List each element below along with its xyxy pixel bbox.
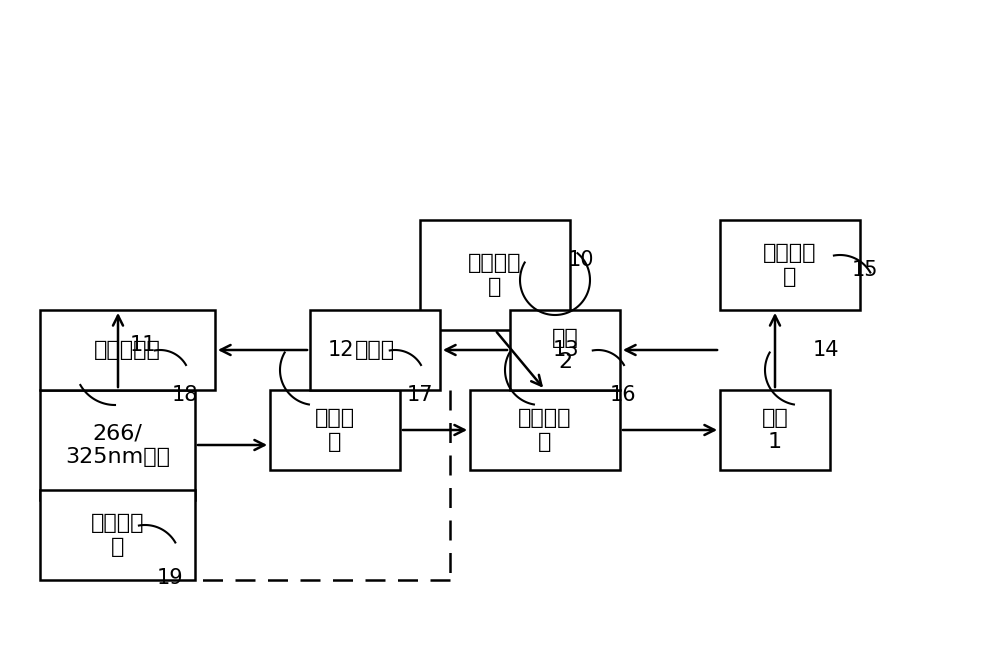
Text: 声光调制
器: 声光调制 器 [518, 408, 572, 452]
Text: 待测接收
机: 待测接收 机 [91, 514, 144, 556]
Text: 探测器: 探测器 [355, 340, 395, 360]
Text: 18: 18 [172, 385, 198, 405]
Text: 扩束准直
镜: 扩束准直 镜 [763, 243, 817, 287]
Bar [720, 390, 830, 470]
Bar [510, 310, 620, 390]
Text: 13: 13 [553, 340, 580, 360]
Text: 光闸
1: 光闸 1 [762, 408, 788, 452]
Text: 14: 14 [813, 340, 840, 360]
Text: 10: 10 [568, 250, 594, 270]
Text: 19: 19 [157, 568, 184, 588]
Text: 15: 15 [852, 260, 879, 280]
Text: 266/
325nm激光: 266/ 325nm激光 [65, 424, 170, 467]
Bar [40, 390, 195, 500]
Bar [420, 220, 570, 330]
Bar [720, 220, 860, 310]
Text: 光衰减
器: 光衰减 器 [315, 408, 355, 452]
Text: 锁相放大器: 锁相放大器 [94, 340, 161, 360]
Bar [40, 310, 215, 390]
Text: 11: 11 [130, 335, 156, 355]
Bar [470, 390, 620, 470]
Bar [270, 390, 400, 470]
Text: 函数发生
器: 函数发生 器 [468, 253, 522, 297]
Text: 16: 16 [610, 385, 637, 405]
Text: 光闸
2: 光闸 2 [552, 328, 578, 372]
Text: 17: 17 [407, 385, 434, 405]
Bar [40, 490, 195, 580]
Text: 12: 12 [328, 340, 354, 360]
Bar [310, 310, 440, 390]
